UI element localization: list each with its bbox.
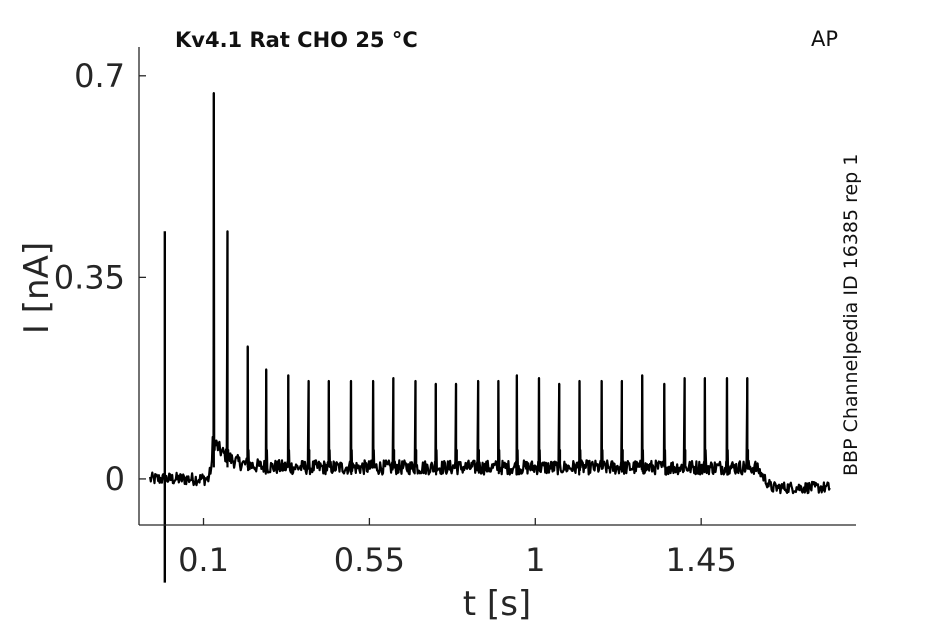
x-tick-label: 0.55 xyxy=(334,541,405,579)
x-axis-label: t [s] xyxy=(463,584,531,624)
protocol-label: AP xyxy=(811,27,838,51)
y-tick-label: 0.35 xyxy=(54,258,125,296)
chart-title: Kv4.1 Rat CHO 25 °C xyxy=(175,28,418,52)
x-tick-label: 1 xyxy=(525,541,545,579)
source-label: BBP Channelpedia ID 16385 rep 1 xyxy=(840,154,862,476)
trace-group xyxy=(149,92,831,583)
y-tick-label: 0.7 xyxy=(74,57,125,95)
y-tick-label: 0 xyxy=(105,460,125,498)
x-tick-group: 0.1 0.55 1 1.45 xyxy=(178,518,737,579)
y-tick-group: 0 0.35 0.7 xyxy=(54,57,146,498)
x-tick-label: 1.45 xyxy=(666,541,737,579)
y-axis-label: I [nA] xyxy=(17,242,57,334)
x-tick-label: 0.1 xyxy=(178,541,229,579)
